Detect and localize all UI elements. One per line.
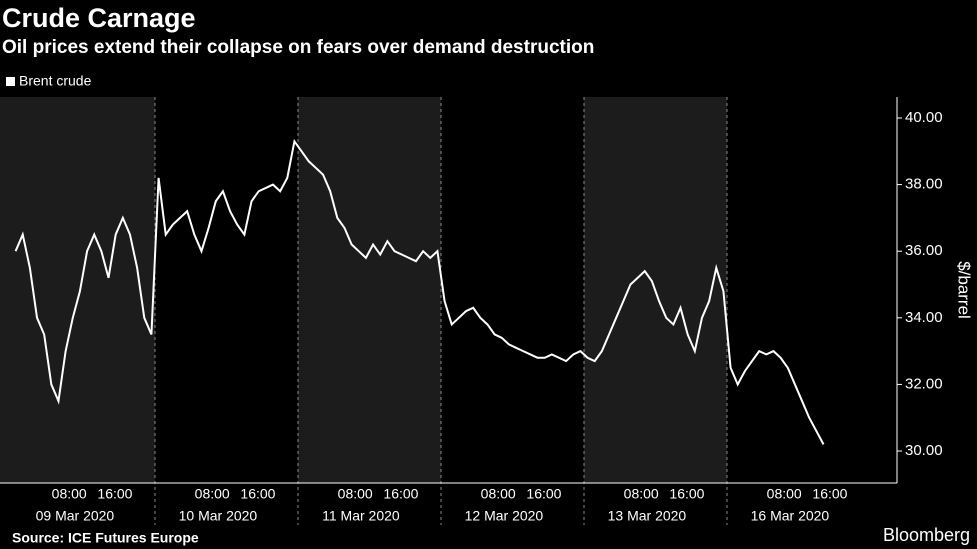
- x-tick-label: 08:00: [624, 486, 659, 502]
- brand: Bloomberg: [883, 525, 970, 545]
- x-day-label: 10 Mar 2020: [179, 508, 258, 524]
- x-day-label: 16 Mar 2020: [751, 508, 830, 524]
- y-tick-label: 30.00: [905, 442, 943, 459]
- y-axis-label: $/barrel: [955, 261, 974, 319]
- chart-title: Crude Carnage: [2, 3, 196, 33]
- x-tick-label: 16:00: [240, 486, 275, 502]
- y-tick-label: 36.00: [905, 242, 943, 259]
- x-day-label: 12 Mar 2020: [465, 508, 544, 524]
- day-band: [727, 97, 870, 483]
- plot-background: [0, 97, 870, 483]
- x-tick-label: 08:00: [52, 486, 87, 502]
- y-tick-label: 38.00: [905, 176, 943, 193]
- day-band: [155, 97, 298, 483]
- day-band: [0, 97, 155, 483]
- x-tick-label: 16:00: [383, 486, 418, 502]
- x-tick-label: 08:00: [767, 486, 802, 502]
- x-day-label: 11 Mar 2020: [322, 508, 400, 524]
- x-tick-label: 16:00: [669, 486, 704, 502]
- x-tick-label: 16:00: [812, 486, 847, 502]
- legend-label: Brent crude: [19, 73, 92, 89]
- x-day-label: 09 Mar 2020: [36, 508, 115, 524]
- y-tick-label: 40.00: [905, 109, 943, 126]
- x-tick-label: 08:00: [481, 486, 516, 502]
- source: Source: ICE Futures Europe: [12, 530, 199, 546]
- x-tick-label: 08:00: [338, 486, 373, 502]
- x-tick-label: 08:00: [195, 486, 230, 502]
- x-tick-label: 16:00: [97, 486, 132, 502]
- x-day-label: 13 Mar 2020: [608, 508, 687, 524]
- price-line: [14, 138, 825, 445]
- chart-subtitle: Oil prices extend their collapse on fear…: [2, 37, 594, 58]
- y-tick-label: 34.00: [905, 309, 943, 326]
- legend-swatch: [6, 77, 15, 86]
- day-band: [298, 97, 441, 483]
- y-tick-label: 32.00: [905, 375, 943, 392]
- x-tick-label: 16:00: [526, 486, 561, 502]
- day-band: [441, 97, 584, 483]
